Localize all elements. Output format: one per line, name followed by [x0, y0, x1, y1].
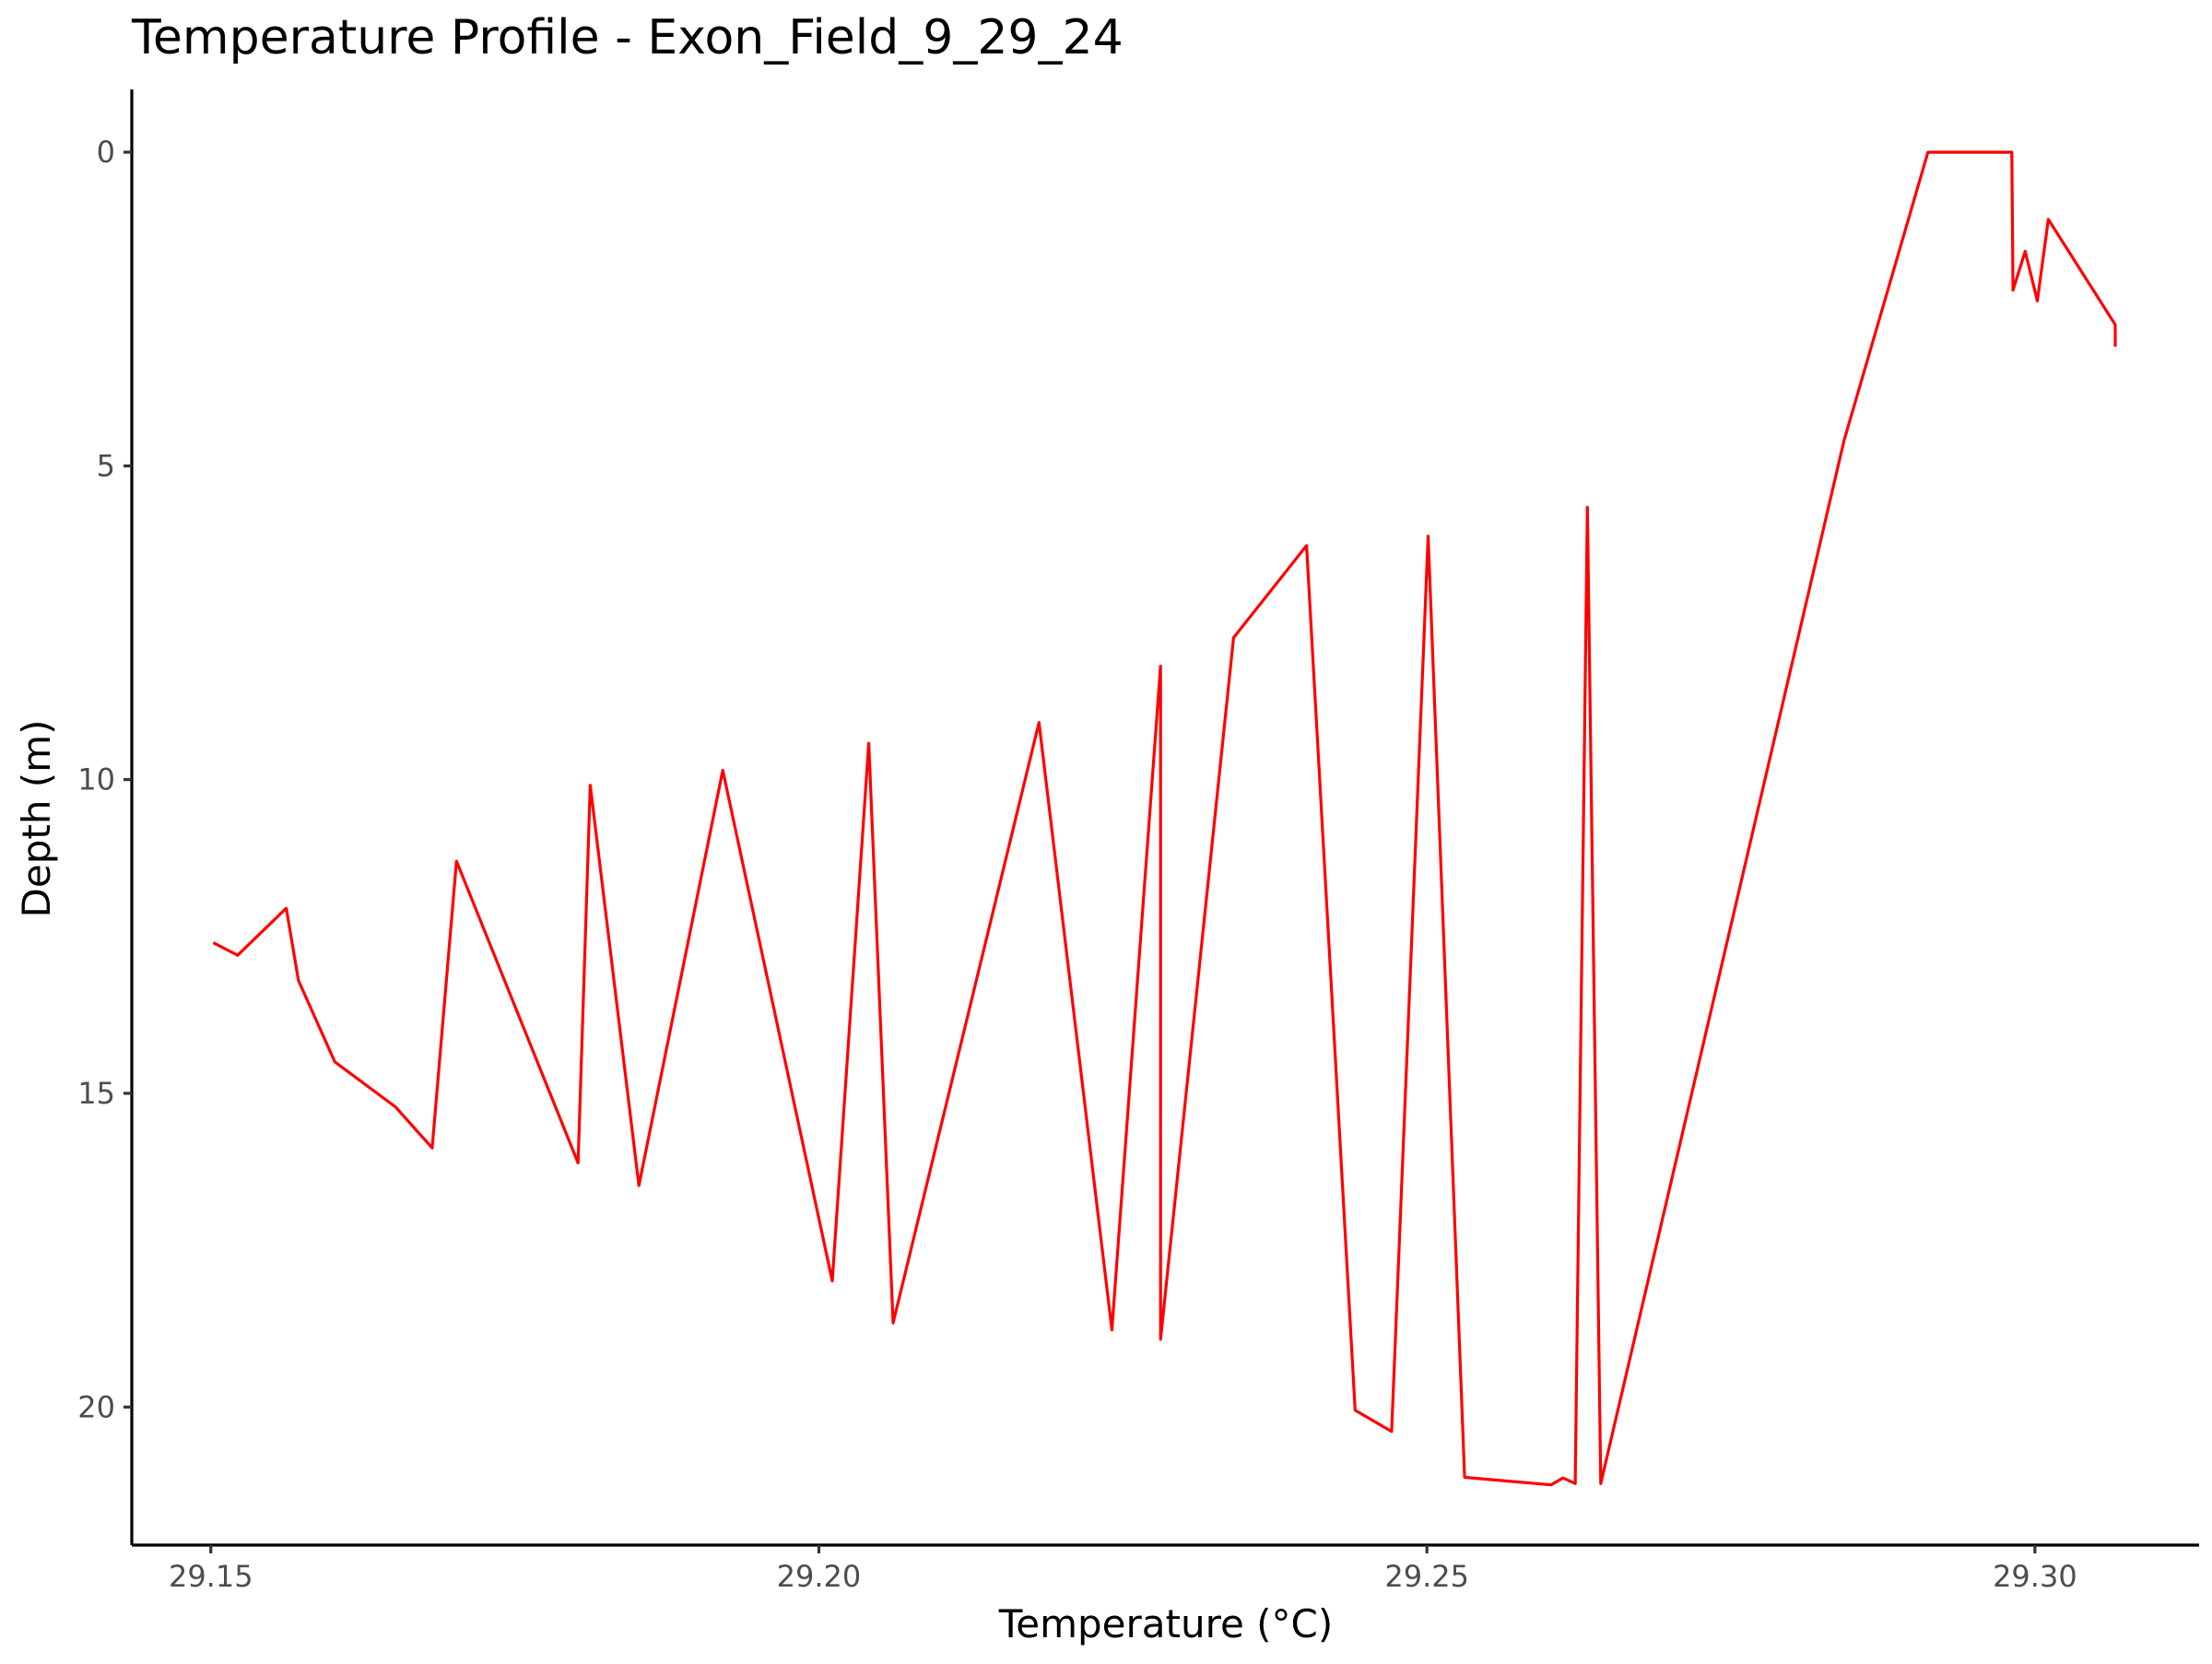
x-axis-ticks: 29.15 29.20 29.25 29.30 [169, 1545, 2077, 1594]
x-tick-label: 29.30 [1993, 1559, 2077, 1594]
y-axis-title: Depth (m) [14, 720, 59, 918]
y-tick-label: 5 [97, 448, 115, 483]
plot-area: 0 5 10 15 20 29.15 29.20 29.25 29.30 [77, 89, 2199, 1594]
series-line-temperature [212, 150, 2117, 1487]
y-tick-label: 0 [97, 135, 115, 170]
chart-title: Temperature Profile - Exon_Field_9_29_24 [131, 10, 1124, 65]
y-tick-label: 20 [77, 1389, 115, 1424]
x-tick-label: 29.20 [777, 1559, 862, 1594]
y-tick-label: 10 [77, 762, 115, 797]
y-tick-label: 15 [77, 1076, 115, 1111]
x-tick-label: 29.25 [1384, 1559, 1469, 1594]
x-axis-title: Temperature (°C) [998, 1601, 1334, 1646]
y-axis-ticks: 0 5 10 15 20 [77, 135, 132, 1424]
x-tick-label: 29.15 [169, 1559, 253, 1594]
series-layer [212, 150, 2117, 1487]
